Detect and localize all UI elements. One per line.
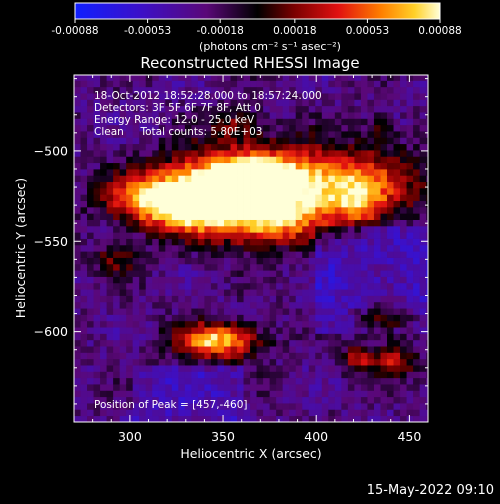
x-tick-label: 400 (304, 429, 328, 444)
colorbar (74, 2, 441, 20)
y-axis-label: Heliocentric Y (arcsec) (13, 178, 28, 318)
chart-title: Reconstructed RHESSI Image (140, 54, 359, 72)
x-axis-label: Heliocentric X (arcsec) (180, 446, 321, 461)
colorbar-tick-label: 0.00053 (346, 25, 389, 37)
colorbar-tick-label: 0.00018 (273, 25, 316, 37)
annotation-peak-position: Position of Peak = [457,-460] (94, 399, 248, 411)
x-axis: 300 350 400 450 (92, 75, 429, 444)
y-tick-label: −600 (34, 324, 68, 339)
colorbar-unit-label: (photons cm⁻² s⁻¹ asec⁻²) (199, 40, 341, 53)
y-tick-label: −550 (34, 234, 68, 249)
y-tick-label: −500 (34, 143, 68, 158)
colorbar-tick-label: -0.00053 (124, 25, 171, 37)
annotation-clean-counts: Clean Total counts: 5.80E+03 (94, 126, 263, 138)
annotation-time-range: 18-Oct-2012 18:52:28.000 to 18:57:24.000 (94, 90, 322, 102)
plot-frame (73, 74, 429, 423)
colorbar-ticks: -0.00088 -0.00053 -0.00018 0.00018 0.00053 0.… (51, 19, 462, 37)
annotation-detectors: Detectors: 3F 5F 6F 7F 8F, Att 0 (94, 102, 261, 114)
heatmap-image (74, 75, 428, 422)
timestamp: 15-May-2022 09:10 (366, 483, 494, 498)
x-tick-label: 300 (118, 429, 142, 444)
x-tick-label: 450 (397, 429, 421, 444)
y-axis: −500 −550 −600 (34, 78, 428, 405)
x-tick-label: 350 (211, 429, 235, 444)
colorbar-tick-label: 0.00088 (418, 25, 461, 37)
annotation-energy-range: Energy Range: 12.0 - 25.0 keV (94, 114, 255, 126)
colorbar-tick-label: -0.00088 (51, 25, 98, 37)
colorbar-tick-label: -0.00018 (197, 25, 244, 37)
